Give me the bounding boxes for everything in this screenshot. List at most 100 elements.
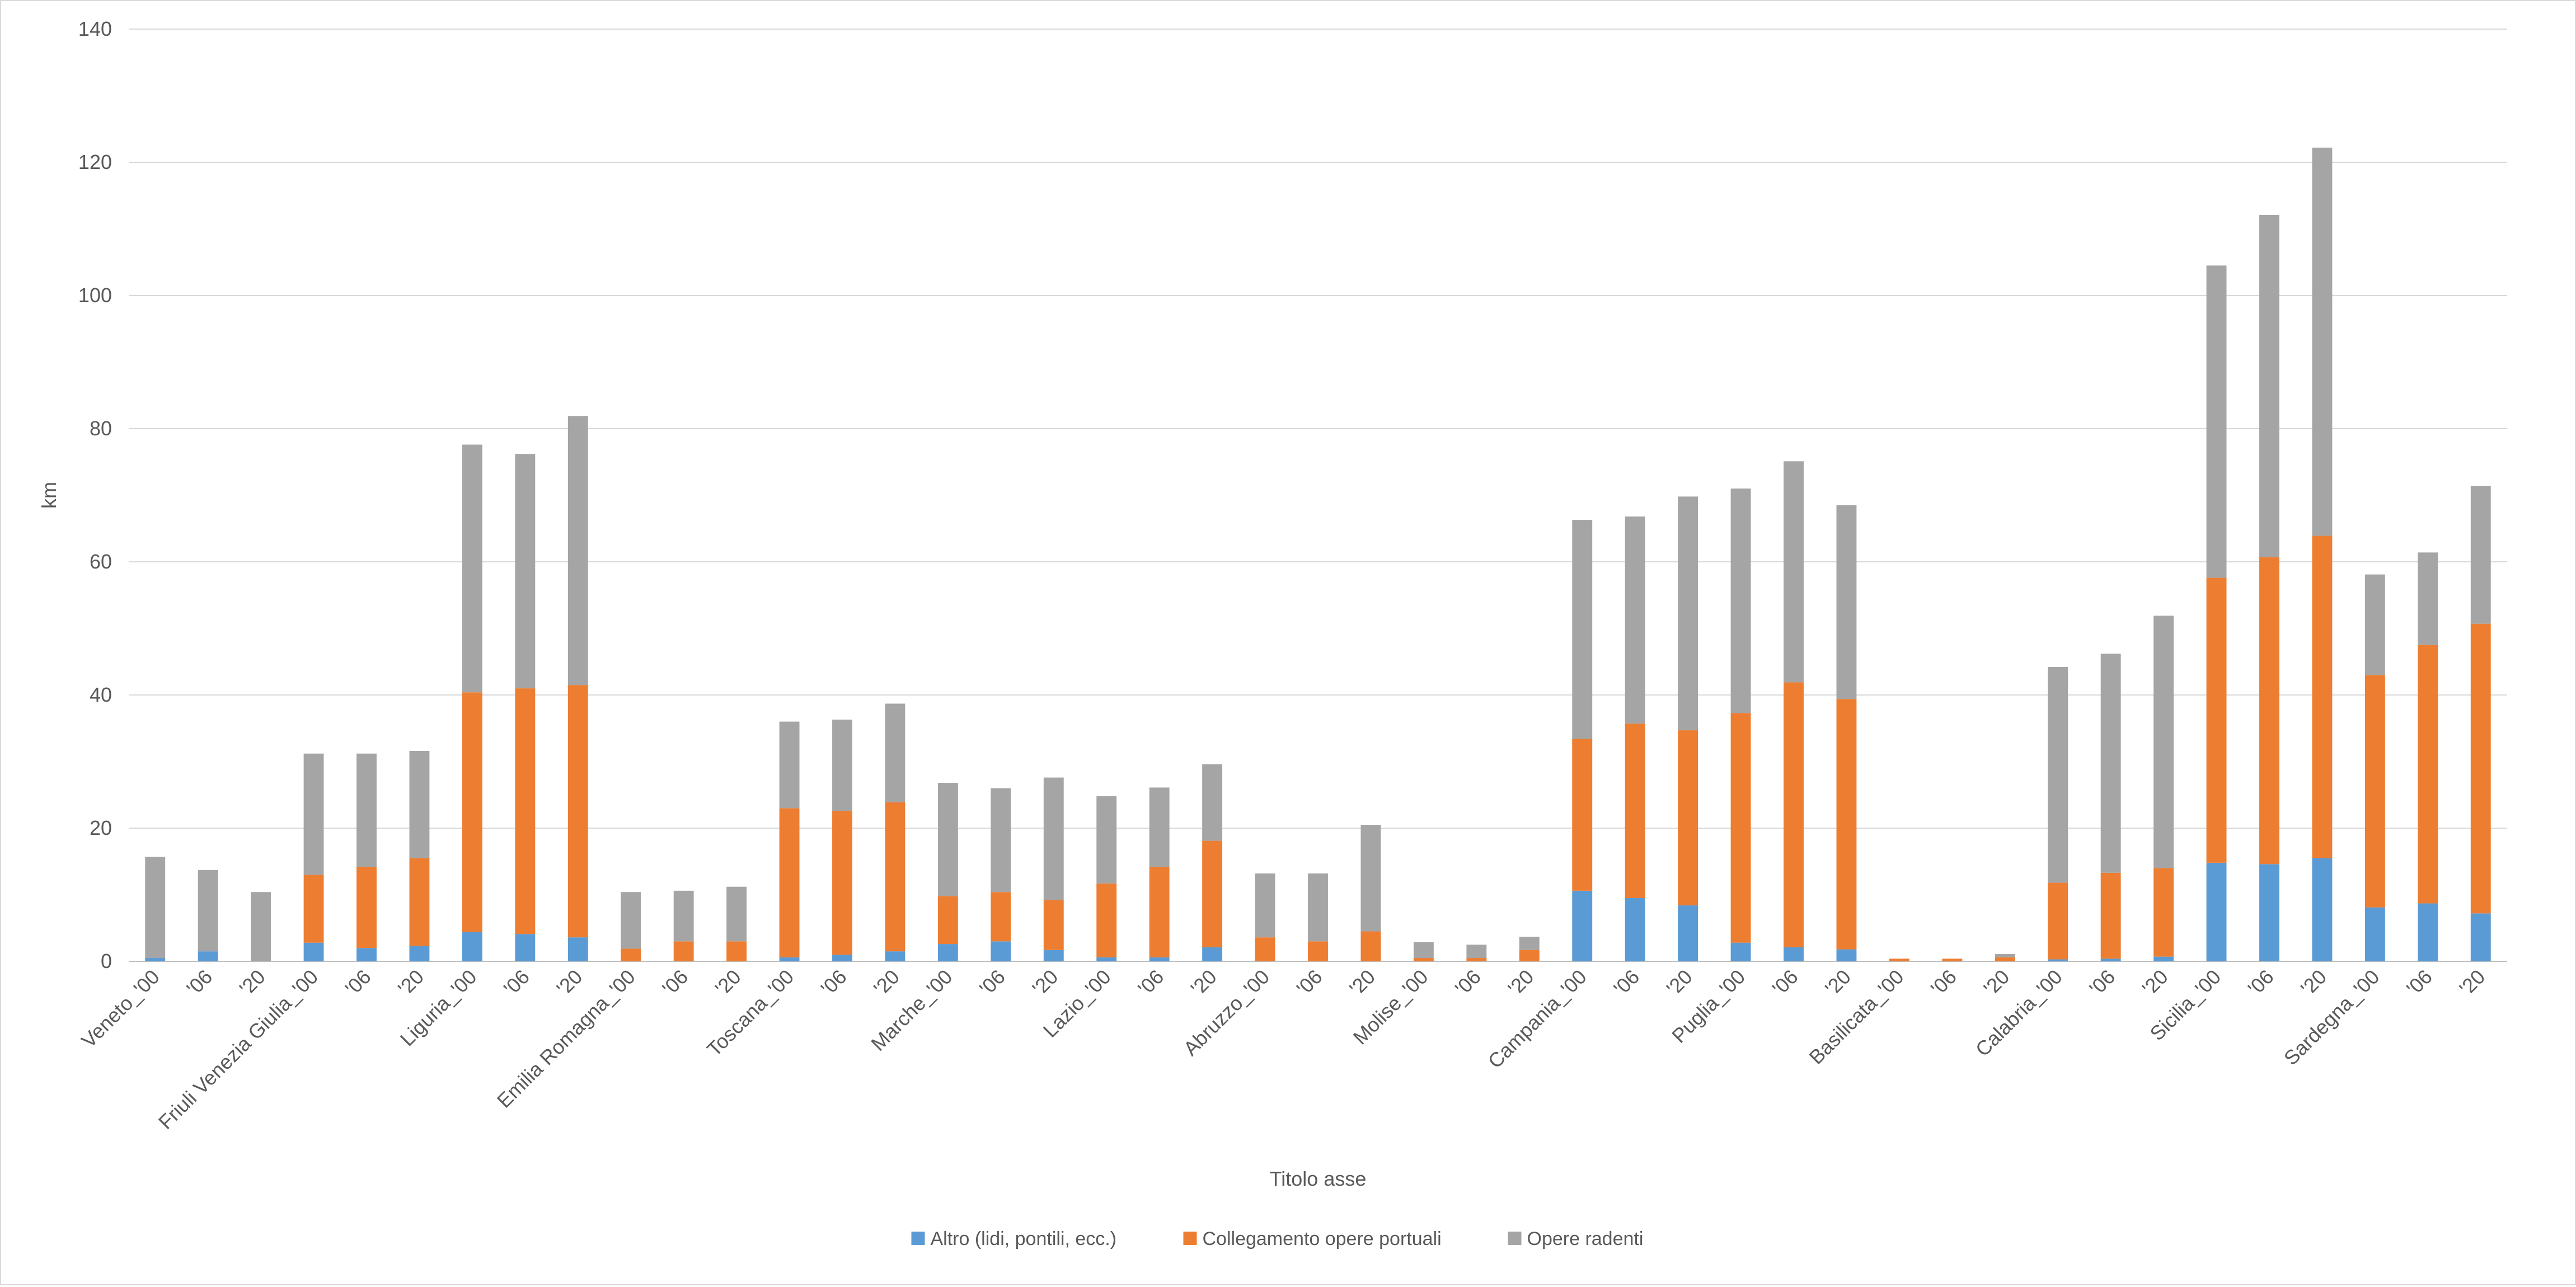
bar-segment-series-2 <box>621 948 641 961</box>
bar-segment-series-1 <box>2100 959 2121 961</box>
bar-segment-series-1 <box>145 958 166 961</box>
bar-segment-series-3 <box>145 857 166 959</box>
bar-segment-series-1 <box>2470 913 2491 961</box>
x-tick-label: '06 <box>658 965 692 1000</box>
bar-segment-series-2 <box>1466 958 1487 961</box>
bar-segment-series-2 <box>1149 867 1170 957</box>
legend-swatch <box>1508 1232 1522 1245</box>
x-tick-label: '20 <box>393 965 428 1000</box>
bar-segment-series-1 <box>462 932 482 961</box>
bar-segment-series-3 <box>2153 616 2174 868</box>
legend-label: Altro (lidi, pontili, ecc.) <box>931 1228 1117 1250</box>
bar-segment-series-3 <box>1730 489 1751 713</box>
bar-segment-series-3 <box>1360 825 1381 932</box>
x-tick-label: Veneto_'00 <box>77 965 164 1053</box>
bar-segment-series-3 <box>1202 764 1223 841</box>
x-tick-label: '06 <box>1133 965 1168 1000</box>
x-tick-label: '06 <box>340 965 375 1000</box>
bar-segment-series-1 <box>2364 907 2385 961</box>
bar-segment-series-3 <box>1784 461 1804 683</box>
bar-segment-series-3 <box>1625 516 1645 724</box>
bar-segment-series-3 <box>1836 505 1857 699</box>
bar-segment-series-1 <box>515 934 536 961</box>
bar-segment-series-2 <box>2153 868 2174 957</box>
bar-segment-series-3 <box>2259 215 2279 557</box>
x-tick-label: '20 <box>1662 965 1697 1000</box>
y-tick-label: 100 <box>78 284 112 307</box>
x-tick-label: '06 <box>2085 965 2119 1000</box>
bar-segment-series-3 <box>1413 942 1434 959</box>
bar-segment-series-2 <box>2364 675 2385 908</box>
y-tick-label: 120 <box>78 151 112 173</box>
bar-segment-series-3 <box>1308 873 1328 942</box>
bar-segment-series-3 <box>462 444 482 693</box>
x-tick-label: '06 <box>1292 965 1326 1000</box>
bar-segment-series-3 <box>2470 486 2491 624</box>
bar-segment-series-3 <box>726 886 747 942</box>
bar-segment-series-2 <box>1889 959 1909 961</box>
x-tick-label: '06 <box>2402 965 2437 1000</box>
x-tick-label: '06 <box>499 965 534 1000</box>
bar-segment-series-1 <box>1625 898 1645 961</box>
bar-segment-series-2 <box>832 811 852 955</box>
bar-segment-series-2 <box>779 808 800 957</box>
bar-segment-series-2 <box>1360 931 1381 961</box>
bar-segment-series-1 <box>1784 947 1804 961</box>
bar-segment-series-2 <box>1308 941 1328 961</box>
bar-segment-series-1 <box>2312 858 2333 961</box>
bar-segment-series-2 <box>673 941 694 961</box>
bar-segment-series-3 <box>779 721 800 809</box>
x-tick-label: '20 <box>1503 965 1538 1000</box>
x-tick-label: '06 <box>1451 965 1485 1000</box>
bar-segment-series-3 <box>567 416 588 685</box>
bar-segment-series-3 <box>198 870 218 952</box>
x-tick-label: '20 <box>1186 965 1221 1000</box>
x-axis-label: Titolo asse <box>1270 1167 1367 1190</box>
bar-segment-series-1 <box>937 944 958 961</box>
bar-segment-series-1 <box>1096 957 1117 961</box>
y-tick-label: 140 <box>78 17 112 40</box>
bar-segment-series-2 <box>2048 882 2068 960</box>
bar-segment-series-3 <box>1466 945 1487 959</box>
bar-segment-series-1 <box>1043 950 1064 961</box>
legend-swatch <box>1183 1232 1197 1245</box>
bar-segment-series-2 <box>2100 872 2121 959</box>
y-axis-label: km <box>37 482 60 509</box>
bar-segment-series-1 <box>356 948 377 961</box>
legend-label: Collegamento opere portuali <box>1203 1228 1442 1250</box>
bar-segment-series-3 <box>1096 796 1117 884</box>
x-tick-label: '06 <box>1767 965 1802 1000</box>
bar-segment-series-3 <box>885 703 905 802</box>
bar-segment-series-3 <box>2048 667 2068 883</box>
bar-segment-series-2 <box>2206 577 2227 863</box>
bar-segment-series-3 <box>1678 496 1698 731</box>
y-tick-label: 80 <box>90 417 112 440</box>
y-tick-label: 0 <box>101 950 112 973</box>
bar-segment-series-2 <box>1043 900 1064 950</box>
bar-segment-series-3 <box>409 750 430 858</box>
y-tick-label: 60 <box>90 550 112 573</box>
bar-segment-series-3 <box>1995 953 2015 957</box>
bar-segment-series-3 <box>2418 552 2438 645</box>
bar-segment-series-1 <box>1836 949 1857 961</box>
x-tick-label: '06 <box>1609 965 1644 1000</box>
bar-segment-series-3 <box>991 788 1011 893</box>
bar-segment-series-1 <box>567 937 588 961</box>
bar-segment-series-2 <box>1519 950 1540 961</box>
bar-segment-series-3 <box>303 753 324 875</box>
x-tick-label: '06 <box>2243 965 2278 1000</box>
x-tick-label: '20 <box>2138 965 2173 1000</box>
bar-segment-series-1 <box>198 951 218 961</box>
bar-segment-series-1 <box>779 957 800 961</box>
bar-segment-series-2 <box>991 892 1011 942</box>
bar-segment-series-2 <box>515 688 536 934</box>
bar-segment-series-3 <box>937 783 958 896</box>
bar-segment-series-3 <box>2364 574 2385 675</box>
y-tick-label: 20 <box>90 816 112 839</box>
bar-segment-series-2 <box>1784 682 1804 948</box>
x-tick-label: '20 <box>235 965 270 1000</box>
bar-segment-series-3 <box>673 890 694 942</box>
bar-segment-series-1 <box>1730 942 1751 961</box>
